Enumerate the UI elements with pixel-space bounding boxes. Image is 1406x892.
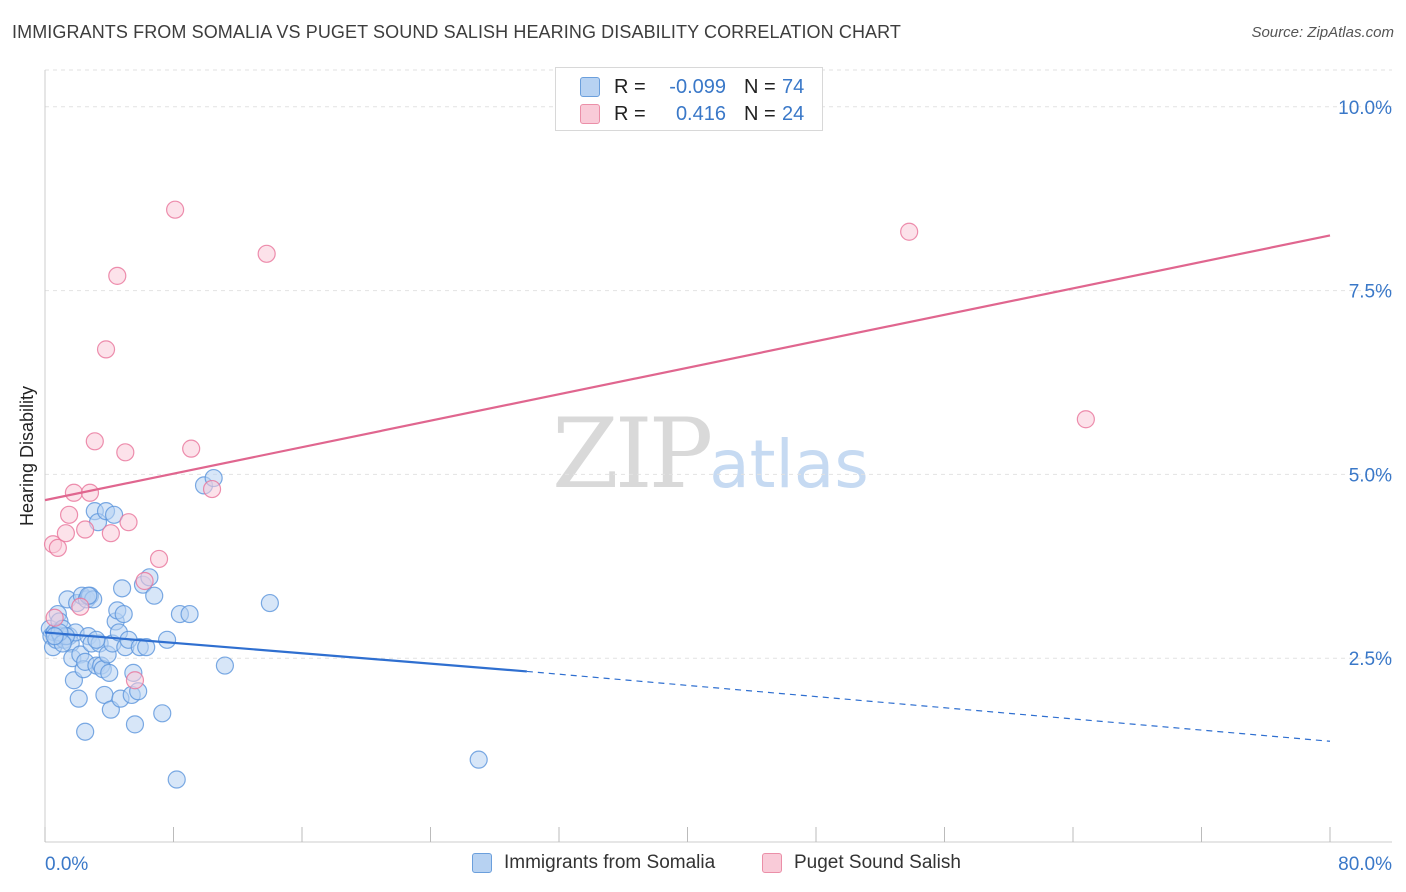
- stats-row-somalia: R = -0.099 N = 74: [580, 75, 804, 99]
- salish-point: [119, 513, 138, 532]
- watermark-zip: ZIP: [552, 398, 713, 510]
- salish-point: [900, 222, 919, 241]
- salish-legend-label: Puget Sound Salish: [794, 852, 961, 873]
- n-label: N =: [744, 102, 776, 125]
- salish-swatch: [580, 104, 600, 124]
- watermark: ZIPatlas: [552, 398, 869, 510]
- salish-point: [182, 439, 201, 458]
- r-label: R =: [614, 102, 646, 125]
- somalia-point: [76, 722, 95, 741]
- stats-row-salish: R = 0.416 N = 24: [580, 102, 804, 126]
- salish-point: [1076, 410, 1095, 429]
- somalia-swatch: [580, 77, 600, 97]
- n-value: 74: [782, 75, 805, 98]
- salish-point: [116, 443, 135, 462]
- salish-point: [108, 266, 127, 285]
- salish-point: [76, 520, 95, 539]
- x-tick-label: 0.0%: [45, 854, 88, 875]
- somalia-legend-label: Immigrants from Somalia: [504, 852, 716, 873]
- salish-point: [135, 571, 154, 591]
- salish-point: [257, 244, 276, 263]
- legend-item-salish: Puget Sound Salish: [762, 852, 961, 874]
- somalia-point: [100, 663, 119, 682]
- salish-point: [96, 340, 116, 359]
- somalia-legend-swatch: [472, 853, 492, 873]
- somalia-point: [180, 604, 199, 624]
- salish-point: [125, 671, 145, 690]
- somalia-point: [260, 593, 279, 613]
- y-tick-label: 2.5%: [1349, 649, 1392, 670]
- n-label: N =: [744, 75, 776, 98]
- somalia-point: [87, 630, 106, 649]
- somalia-point: [104, 505, 124, 524]
- somalia-point: [145, 586, 164, 605]
- salish-point: [101, 524, 120, 543]
- y-tick-label: 7.5%: [1349, 282, 1392, 303]
- somalia-point: [153, 704, 172, 723]
- salish-point: [202, 479, 222, 499]
- y-tick-label: 10.0%: [1338, 98, 1392, 119]
- somalia-point: [157, 630, 177, 649]
- somalia-point: [167, 770, 186, 789]
- somalia-point: [114, 604, 133, 624]
- source-label: Source: ZipAtlas.com: [1251, 24, 1394, 41]
- x-tick-label: 80.0%: [1338, 854, 1392, 875]
- somalia-trendline: [44, 631, 527, 673]
- watermark-atlas: atlas: [709, 426, 869, 503]
- n-value: 24: [782, 102, 805, 125]
- salish-legend-swatch: [762, 853, 782, 873]
- somalia-trendline-extension: [526, 670, 1331, 742]
- r-value: -0.099: [669, 75, 726, 98]
- stats-legend: R = -0.099 N = 74 R = 0.416 N = 24: [555, 67, 823, 131]
- legend-item-somalia: Immigrants from Somalia: [472, 852, 715, 874]
- somalia-point: [45, 627, 64, 646]
- y-axis-title: Hearing Disability: [17, 386, 37, 526]
- salish-point: [59, 505, 79, 524]
- salish-point: [85, 432, 104, 451]
- somalia-point: [469, 750, 488, 769]
- salish-point: [149, 549, 169, 569]
- somalia-point: [215, 656, 234, 675]
- somalia-point: [69, 689, 88, 708]
- somalia-point: [112, 579, 132, 598]
- salish-point: [166, 200, 185, 219]
- somalia-point: [125, 715, 145, 734]
- y-tick-label: 5.0%: [1349, 465, 1392, 486]
- salish-point: [45, 608, 64, 627]
- chart-title: IMMIGRANTS FROM SOMALIA VS PUGET SOUND S…: [12, 22, 902, 42]
- salish-point: [56, 524, 75, 543]
- salish-point: [48, 538, 67, 558]
- r-label: R =: [614, 75, 646, 98]
- somalia-point: [137, 638, 156, 657]
- salish-point: [71, 597, 90, 616]
- salish-trendline: [44, 234, 1331, 502]
- r-value: 0.416: [675, 102, 726, 125]
